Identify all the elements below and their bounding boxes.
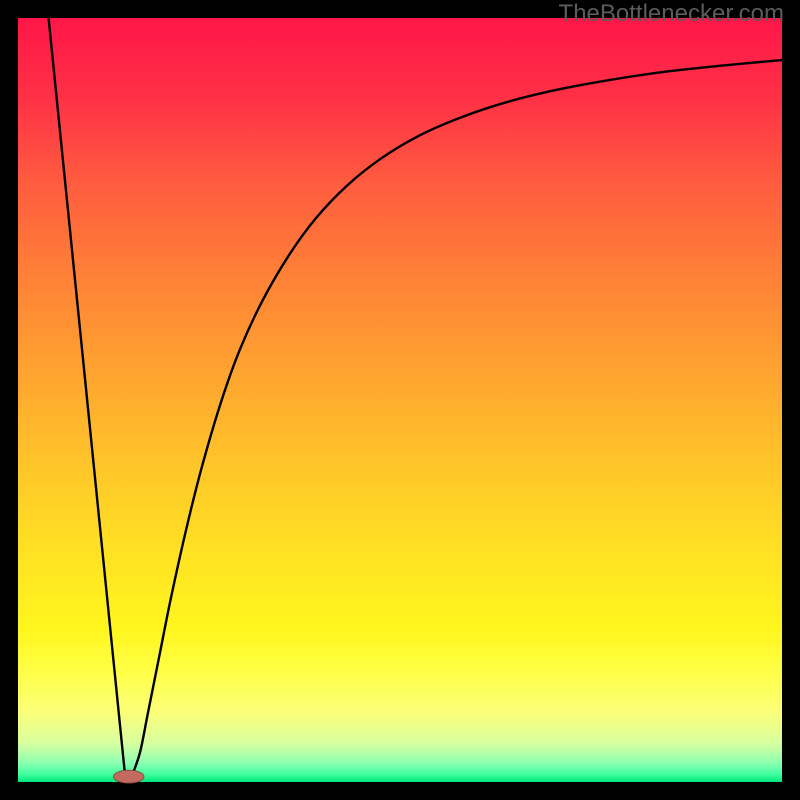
watermark-text: TheBottlenecker.com: [559, 0, 784, 28]
chart-frame: TheBottlenecker.com: [0, 0, 800, 800]
plot-background: [18, 18, 782, 782]
notch-marker: [114, 770, 145, 783]
bottleneck-curve-chart: [0, 0, 800, 800]
